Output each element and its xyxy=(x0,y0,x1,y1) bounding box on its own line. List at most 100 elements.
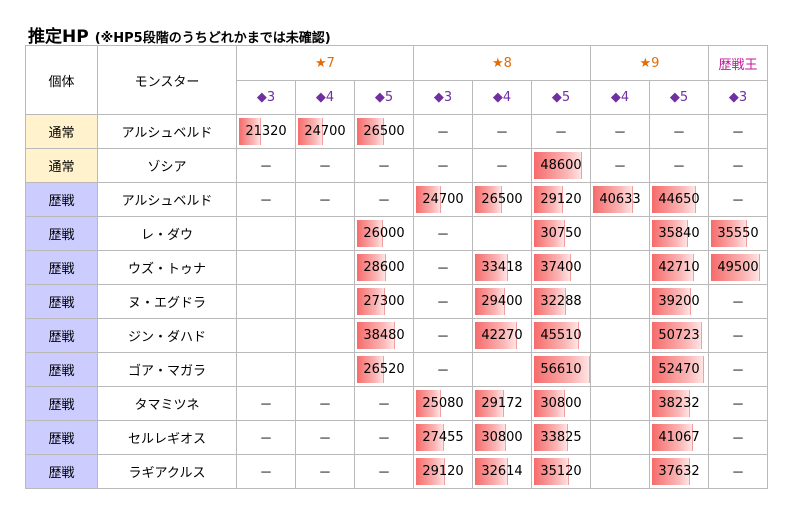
dash-cell: － xyxy=(708,352,768,387)
hp-value: 29120 xyxy=(540,192,582,207)
hp-value: 32614 xyxy=(481,464,523,479)
hp-value-cell: 29172 xyxy=(472,386,532,421)
hp-databar xyxy=(652,390,690,417)
hp-value-cell: 38480 xyxy=(354,318,414,353)
cell-type: 歴戦 xyxy=(25,386,98,421)
header-grade: ◆4 xyxy=(590,80,650,115)
dash-cell: － xyxy=(649,148,709,183)
dash-cell: － xyxy=(236,420,296,455)
hp-value: 29172 xyxy=(481,396,523,411)
header-group-star8: ★8 xyxy=(413,45,591,81)
cell-type: 歴戦 xyxy=(25,454,98,489)
hp-value: 44650 xyxy=(658,192,700,207)
hp-databar xyxy=(357,356,384,383)
hp-value: 28600 xyxy=(363,260,405,275)
hp-value-cell: 40633 xyxy=(590,182,650,217)
dash-cell: － xyxy=(295,148,355,183)
hp-value: 30750 xyxy=(540,226,582,241)
hp-value-cell: 32614 xyxy=(472,454,532,489)
hp-value: 32288 xyxy=(540,294,582,309)
header-type: 個体 xyxy=(25,45,98,115)
empty-cell xyxy=(236,352,296,387)
hp-value-cell: 27300 xyxy=(354,284,414,319)
hp-databar xyxy=(711,254,760,281)
cell-monster: セルレギオス xyxy=(97,420,237,455)
dash-cell: － xyxy=(413,216,473,251)
header-grade: ◆4 xyxy=(295,80,355,115)
hp-databar xyxy=(357,254,386,281)
hp-databar xyxy=(652,186,696,213)
hp-value-cell: 26500 xyxy=(354,114,414,149)
cell-type: 歴戦 xyxy=(25,352,98,387)
dash-cell: － xyxy=(295,386,355,421)
hp-value: 37632 xyxy=(658,464,700,479)
hp-databar xyxy=(357,288,385,315)
hp-value-cell: 37632 xyxy=(649,454,709,489)
header-group-star7: ★7 xyxy=(236,45,414,81)
header-grade: ◆3 xyxy=(236,80,296,115)
header-grade: ◆5 xyxy=(649,80,709,115)
header-grade: ◆5 xyxy=(531,80,591,115)
hp-value-cell: 52470 xyxy=(649,352,709,387)
hp-value-cell: 26000 xyxy=(354,216,414,251)
hp-value-cell: 26520 xyxy=(354,352,414,387)
hp-value: 26500 xyxy=(363,124,405,139)
dash-cell: － xyxy=(236,182,296,217)
hp-value-cell: 35120 xyxy=(531,454,591,489)
hp-databar xyxy=(652,220,688,247)
hp-databar xyxy=(534,390,565,417)
hp-value: 38480 xyxy=(363,328,405,343)
hp-value: 29400 xyxy=(481,294,523,309)
dash-cell: － xyxy=(236,148,296,183)
dash-cell: － xyxy=(295,420,355,455)
hp-value-cell: 32288 xyxy=(531,284,591,319)
hp-value: 33418 xyxy=(481,260,523,275)
empty-cell xyxy=(472,216,532,251)
hp-databar xyxy=(711,220,747,247)
hp-databar xyxy=(652,254,694,281)
hp-databar xyxy=(475,288,505,315)
hp-databar xyxy=(475,424,506,451)
hp-value: 50723 xyxy=(658,328,700,343)
hp-databar xyxy=(593,186,633,213)
hp-databar xyxy=(534,220,565,247)
hp-value: 35840 xyxy=(658,226,700,241)
title-main: 推定HP xyxy=(28,27,89,47)
table-row: 歴戦 ウズ・トゥナ 28600 － 33418 37400 42710 49500 xyxy=(25,250,768,285)
hp-databar xyxy=(534,356,590,383)
hp-value-cell: 41067 xyxy=(649,420,709,455)
hp-value-cell: 50723 xyxy=(649,318,709,353)
hp-value: 26520 xyxy=(363,362,405,377)
dash-cell: － xyxy=(295,182,355,217)
hp-databar xyxy=(475,390,504,417)
dash-cell: － xyxy=(708,114,768,149)
hp-value: 27455 xyxy=(422,430,464,445)
hp-value: 37400 xyxy=(540,260,582,275)
hp-value-cell: 49500 xyxy=(708,250,768,285)
hp-value-cell: 25080 xyxy=(413,386,473,421)
hp-value-cell: 24700 xyxy=(295,114,355,149)
empty-cell xyxy=(236,216,296,251)
hp-value-cell: 37400 xyxy=(531,250,591,285)
table-body: 個体 モンスター ★7 ★8 ★9 歴戦王 ◆3 ◆4 ◆5 ◆3 ◆4 ◆5 … xyxy=(25,45,768,489)
cell-monster: ゾシア xyxy=(97,148,237,183)
dash-cell: － xyxy=(413,250,473,285)
hp-value-cell: 29120 xyxy=(413,454,473,489)
hp-value: 35550 xyxy=(717,226,759,241)
dash-cell: － xyxy=(708,420,768,455)
hp-value-cell: 56610 xyxy=(531,352,591,387)
cell-monster: ウズ・トゥナ xyxy=(97,250,237,285)
hp-databar xyxy=(298,118,323,145)
hp-databar xyxy=(652,288,691,315)
table-title: 推定HP (※HP5段階のうちどれかまでは未確認) xyxy=(28,22,331,47)
hp-value: 24700 xyxy=(304,124,346,139)
hp-databar xyxy=(652,424,693,451)
hp-value-cell: 33825 xyxy=(531,420,591,455)
hp-value-cell: 26500 xyxy=(472,182,532,217)
dash-cell: － xyxy=(649,114,709,149)
cell-type: 歴戦 xyxy=(25,250,98,285)
hp-value-cell: 44650 xyxy=(649,182,709,217)
hp-value-cell: 42710 xyxy=(649,250,709,285)
hp-databar xyxy=(357,118,384,145)
empty-cell xyxy=(590,284,650,319)
